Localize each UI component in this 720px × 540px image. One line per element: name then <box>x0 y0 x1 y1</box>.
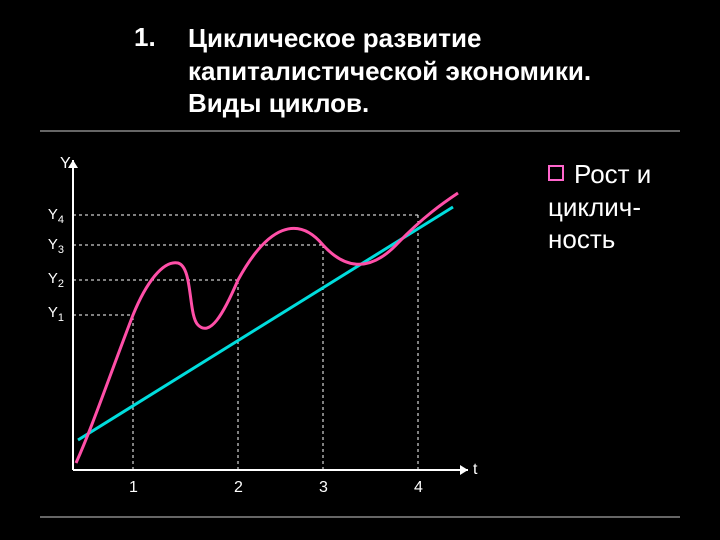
x-tick-label: 3 <box>319 479 328 497</box>
bullet-item: Рост и циклич- ность <box>548 158 690 256</box>
y-axis-label: Y <box>60 155 71 173</box>
grid-v <box>133 215 418 470</box>
economic-cycle-chart: Y t Y4 Y3 Y2 Y1 1 2 3 4 <box>38 155 508 515</box>
bullet-text-2: циклич- <box>548 192 641 222</box>
title-block: 1. Циклическое развитие капиталистическо… <box>134 22 660 120</box>
bullet-text-3: ность <box>548 224 615 254</box>
y-tick-label: Y3 <box>48 236 64 256</box>
y-tick-label: Y4 <box>48 206 64 226</box>
title-line-3: Виды циклов. <box>188 87 660 120</box>
x-tick-label: 2 <box>234 479 243 497</box>
title-text: Циклическое развитие капиталистической э… <box>188 22 660 120</box>
title-line-2: капиталистической экономики. <box>188 55 660 88</box>
y-tick-label: Y2 <box>48 270 64 290</box>
y-tick-label: Y1 <box>48 304 64 324</box>
x-axis-label: t <box>473 461 477 479</box>
title-underline <box>40 130 680 132</box>
bullet-text-1: Рост и <box>574 159 651 189</box>
x-tick-label: 4 <box>414 479 423 497</box>
slide: 1. Циклическое развитие капиталистическо… <box>0 0 720 540</box>
axes <box>68 160 468 475</box>
cycle-curve <box>76 193 458 463</box>
bullet-marker-icon <box>548 165 564 181</box>
title-line-1: Циклическое развитие <box>188 22 660 55</box>
bottom-underline <box>40 516 680 518</box>
chart-svg <box>38 155 508 515</box>
x-tick-label: 1 <box>129 479 138 497</box>
title-number: 1. <box>134 22 156 53</box>
